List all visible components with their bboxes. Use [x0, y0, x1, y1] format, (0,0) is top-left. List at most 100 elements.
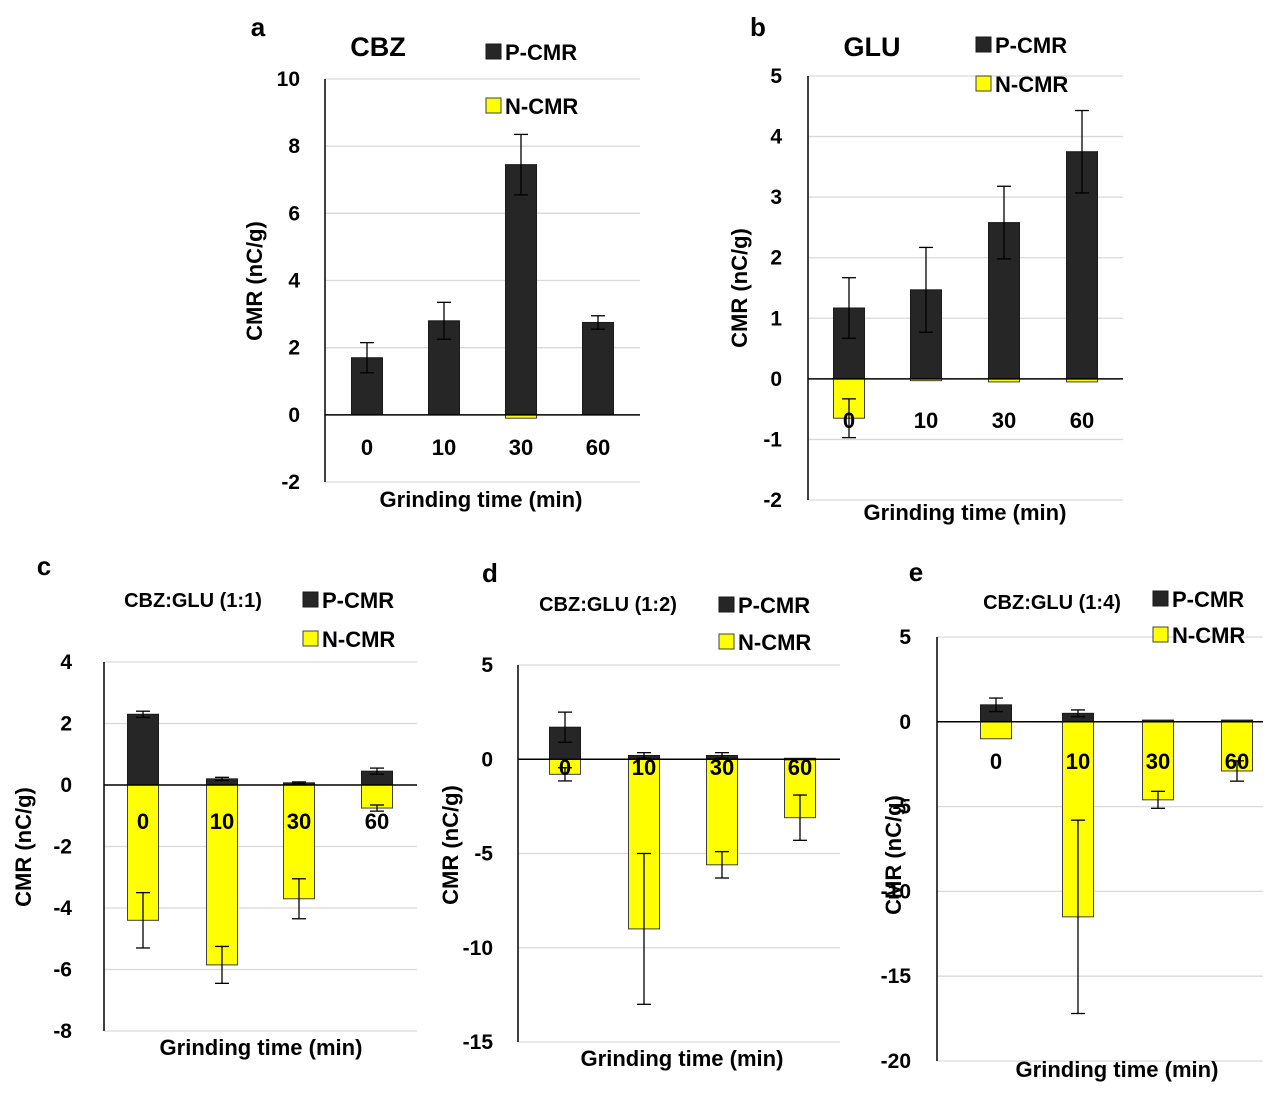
x-category-label: 60 — [365, 809, 389, 834]
y-tick-label: -6 — [53, 959, 72, 982]
x-category-label: 10 — [632, 755, 656, 780]
chart-title: GLU — [844, 32, 901, 62]
x-category-label: 30 — [992, 408, 1016, 433]
bar-n-cmr — [980, 721, 1012, 740]
chart-title: CBZ:GLU (1:4) — [983, 592, 1121, 614]
y-axis-title: CMR (nC/g) — [242, 221, 267, 341]
y-axis-title: CMR (nC/g) — [11, 787, 36, 907]
x-category-label: 0 — [990, 749, 1002, 774]
legend-label: P-CMR — [1172, 587, 1244, 612]
y-tick-label: -2 — [763, 489, 782, 512]
chart-panel-c: -8 -6 -4 -2 0 2 4 0 10 30 60 Grinding time (min) CMR… — [11, 551, 417, 1060]
x-category-label: 0 — [361, 435, 373, 460]
panel-label: e — [909, 557, 923, 587]
y-tick-label: 10 — [277, 68, 300, 91]
y-tick-label: 0 — [60, 774, 72, 797]
y-tick-label: -4 — [53, 897, 72, 920]
y-tick-label: -1 — [763, 428, 782, 451]
y-tick-label: -8 — [53, 1020, 72, 1043]
legend-label: N-CMR — [505, 94, 578, 119]
y-tick-label: -15 — [881, 965, 912, 988]
y-axis-title: CMR (nC/g) — [881, 795, 906, 915]
y-tick-label: 5 — [481, 654, 493, 677]
legend-swatch-n-cmr — [302, 630, 319, 647]
y-tick-label: 6 — [288, 202, 300, 225]
y-tick-label: -2 — [53, 836, 72, 859]
panel-label: d — [482, 558, 498, 588]
legend-swatch-p-cmr — [485, 43, 502, 60]
y-tick-label: -10 — [463, 937, 493, 960]
legend-swatch-p-cmr — [1152, 590, 1169, 607]
y-tick-label: -15 — [463, 1031, 494, 1054]
legend-label: N-CMR — [1172, 623, 1245, 648]
bar-n-cmr — [1142, 721, 1174, 801]
x-axis-title: Grinding time (min) — [1016, 1057, 1219, 1082]
y-tick-label: -5 — [474, 843, 493, 866]
y-tick-label: 3 — [770, 186, 782, 209]
y-tick-label: 0 — [481, 748, 493, 771]
y-tick-label: -20 — [881, 1050, 911, 1073]
panel-label: c — [37, 551, 51, 581]
x-axis-title: Grinding time (min) — [864, 500, 1067, 525]
y-tick-label: -10 — [881, 880, 911, 903]
x-category-label: 10 — [432, 435, 456, 460]
y-axis-title: CMR (nC/g) — [438, 785, 463, 905]
legend-label: N-CMR — [322, 627, 395, 652]
legend-swatch-n-cmr — [1152, 626, 1169, 643]
x-category-label: 60 — [586, 435, 610, 460]
chart-title: CBZ — [350, 32, 406, 62]
bar-n-cmr — [206, 784, 238, 966]
legend-label: P-CMR — [322, 588, 394, 613]
y-tick-label: 4 — [288, 270, 300, 293]
legend-swatch-p-cmr — [302, 591, 319, 608]
x-axis-title: Grinding time (min) — [160, 1035, 363, 1060]
y-tick-label: 0 — [770, 368, 782, 391]
x-category-label: 10 — [210, 809, 234, 834]
chart-panel-a: -2 0 2 4 6 8 10 0 10 30 60 Grinding time (min) CMR (… — [242, 12, 640, 512]
y-tick-label: 2 — [60, 713, 72, 736]
legend-swatch-n-cmr — [485, 97, 502, 114]
y-tick-label: 0 — [288, 404, 300, 427]
x-category-label: 10 — [1066, 749, 1090, 774]
legend-swatch-p-cmr — [718, 596, 735, 613]
legend-label: P-CMR — [738, 593, 810, 618]
y-tick-label: 5 — [899, 626, 911, 649]
panel-label: b — [750, 12, 766, 42]
bar-p-cmr — [505, 164, 537, 416]
legend-swatch-p-cmr — [975, 36, 992, 53]
y-tick-label: 0 — [899, 711, 911, 734]
bar-p-cmr — [582, 321, 614, 416]
legend-label: N-CMR — [995, 72, 1068, 97]
y-tick-label: 4 — [60, 651, 72, 674]
x-category-label: 30 — [1146, 749, 1170, 774]
legend-label: P-CMR — [505, 40, 577, 65]
x-category-label: 60 — [1070, 408, 1094, 433]
y-tick-label: 5 — [770, 65, 782, 88]
chart-title: CBZ:GLU (1:1) — [124, 590, 262, 612]
y-tick-label: 8 — [288, 135, 300, 158]
x-category-label: 60 — [788, 755, 812, 780]
x-category-label: 30 — [509, 435, 533, 460]
bar-n-cmr — [283, 784, 315, 900]
legend-swatch-n-cmr — [718, 633, 735, 650]
y-tick-label: 4 — [770, 126, 782, 149]
x-axis-title: Grinding time (min) — [581, 1046, 784, 1071]
y-tick-label: 1 — [770, 307, 782, 330]
y-tick-label: 2 — [770, 247, 782, 270]
legend-label: N-CMR — [738, 630, 811, 655]
x-category-label: 30 — [287, 809, 311, 834]
x-category-label: 10 — [914, 408, 938, 433]
x-axis-title: Grinding time (min) — [380, 487, 583, 512]
legend-swatch-n-cmr — [975, 75, 992, 92]
x-category-label: 0 — [137, 809, 149, 834]
y-tick-label: -5 — [892, 796, 911, 819]
y-axis-title: CMR (nC/g) — [727, 228, 752, 348]
chart-title: CBZ:GLU (1:2) — [539, 594, 677, 616]
bar-p-cmr — [127, 713, 159, 786]
panel-label: a — [251, 12, 266, 42]
legend-label: P-CMR — [995, 33, 1067, 58]
y-tick-label: -2 — [281, 471, 300, 494]
